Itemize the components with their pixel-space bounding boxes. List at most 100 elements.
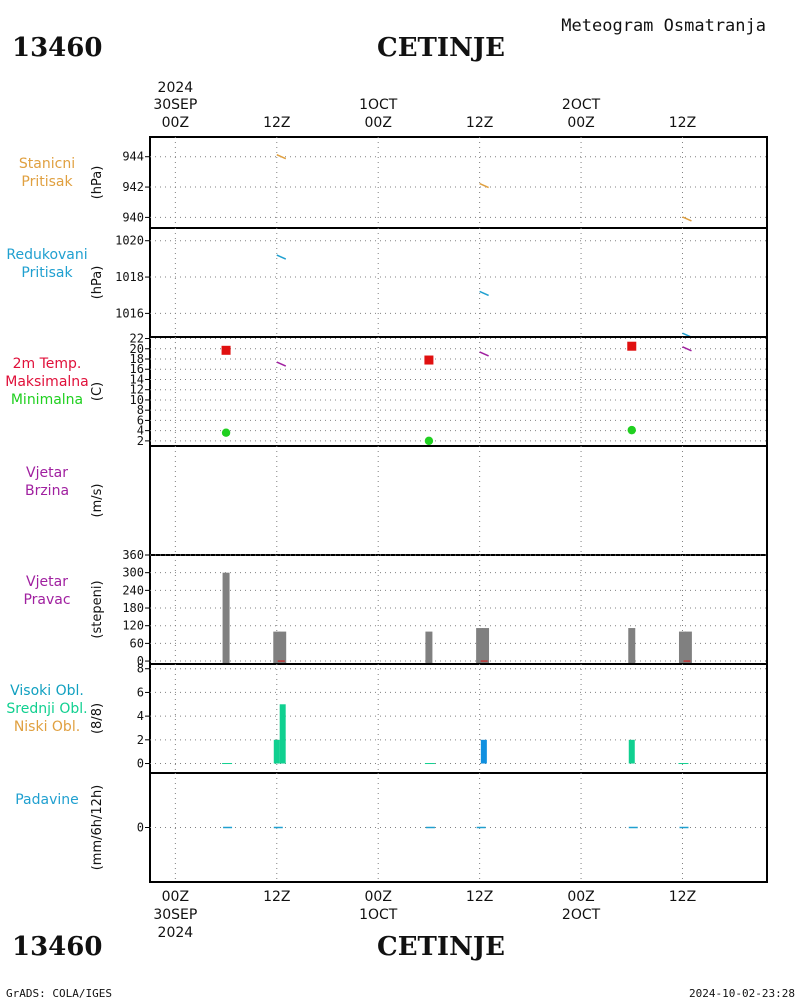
bottom-time-axis: 00Z 30SEP 2024 12Z 00Z 1OCT 12Z 00Z 2OCT 12Z (153, 889, 696, 941)
unit-label: (mm/6h/12h) (90, 785, 105, 871)
y-tick-label: 8 (137, 403, 144, 417)
y-tick-label: 180 (122, 601, 144, 615)
top-axis-year: 2024 (158, 80, 194, 96)
bottom-axis-hour: 00Z (567, 889, 594, 905)
y-tick-label: 1020 (115, 234, 144, 248)
temp-min-marker (424, 436, 434, 446)
y-tick-label: 120 (122, 619, 144, 633)
pressure-point (479, 182, 489, 189)
temperature-point (276, 361, 287, 367)
y-tick-label: 240 (122, 583, 144, 597)
wind-direction-bar (425, 631, 433, 664)
panel-label: Padavine (15, 792, 79, 808)
station-name-top: CETINJE (377, 33, 505, 63)
y-tick-label: 12 (130, 383, 144, 397)
unit-label: (hPa) (90, 166, 105, 200)
panel-label: Vjetar (26, 465, 68, 481)
panel-label: Niski Obl. (14, 719, 80, 735)
temp-min-marker (627, 425, 636, 435)
temp-max-marker (424, 355, 434, 365)
y-tick-label: 1016 (115, 306, 144, 320)
y-tick-label: 944 (122, 150, 144, 164)
wind-direction-bar (279, 631, 287, 664)
unit-label: (stepeni) (90, 580, 105, 638)
panel-label: Maksimalna (5, 374, 89, 390)
y-tick-label: 4 (137, 424, 144, 438)
panel-label: Redukovani (6, 247, 87, 263)
panel-label: Brzina (25, 483, 69, 499)
temperature-point (682, 346, 692, 352)
panels: 940 942 944 Stanicni Pritisak (hPa) 1016 1018 10… (5, 136, 768, 883)
y-tick-label: 6 (137, 413, 144, 427)
panel-label: Stanicni (19, 156, 75, 172)
temperature-point (479, 351, 489, 357)
wind-direction-bar (273, 631, 281, 664)
panel-label: Pritisak (21, 174, 73, 190)
y-tick-label: 18 (130, 352, 144, 366)
panel-label: Pravac (23, 592, 70, 608)
unit-label: (m/s) (90, 484, 105, 518)
top-axis-hour: 12Z (466, 115, 493, 131)
top-axis-date: 1OCT (359, 97, 398, 113)
top-axis-hour: 00Z (567, 115, 594, 131)
panel-padavine: 0 Padavine (mm/6h/12h) (15, 772, 768, 883)
panel-frame (149, 227, 768, 338)
station-id-top: 13460 (12, 33, 102, 63)
y-tick-label: 360 (122, 548, 144, 562)
panel-label: Visoki Obl. (10, 683, 84, 699)
bottom-axis-date: 2OCT (562, 907, 601, 923)
y-tick-label: 22 (130, 332, 144, 346)
top-axis-hour: 00Z (365, 115, 392, 131)
panel-frame (149, 445, 768, 556)
panel-frame (149, 554, 768, 665)
top-axis-hour: 12Z (669, 115, 696, 131)
y-tick-label: 14 (130, 372, 144, 386)
panel-label: Pritisak (21, 265, 73, 281)
y-tick-label: 8 (137, 662, 144, 676)
y-tick-label: 4 (137, 709, 144, 723)
unit-label: (C) (90, 382, 105, 401)
wind-direction-bar (476, 628, 484, 664)
bottom-axis-date: 30SEP (153, 907, 197, 923)
y-tick-label: 2 (137, 434, 144, 448)
bottom-axis-hour: 00Z (162, 889, 189, 905)
cloud-bar (279, 704, 286, 764)
product-title: Meteogram Osmatranja (561, 16, 766, 36)
panel-label: 2m Temp. (13, 356, 82, 372)
timestamp-text: 2024-10-02-23:28 (689, 987, 795, 1000)
cloud-bar (628, 739, 635, 764)
panel-frame (149, 772, 768, 883)
pressure-point (276, 254, 287, 260)
wind-direction-bar (684, 631, 692, 664)
unit-label: (hPa) (90, 266, 105, 300)
wind-direction-bar (678, 631, 686, 664)
y-tick-label: 940 (122, 210, 144, 224)
pressure-point (682, 216, 692, 222)
y-tick-label: 942 (122, 180, 144, 194)
top-axis-hour: 00Z (162, 115, 189, 131)
pressure-point (276, 154, 287, 160)
panel-frame (149, 663, 768, 774)
y-tick-label: 60 (130, 636, 144, 650)
panel-label: Srednji Obl. (6, 701, 87, 717)
y-tick-label: 1018 (115, 270, 144, 284)
bottom-axis-year: 2024 (158, 925, 194, 941)
top-axis-hour: 12Z (263, 115, 290, 131)
cloud-bar (480, 739, 487, 764)
bottom-axis-hour: 00Z (365, 889, 392, 905)
y-tick-label: 0 (137, 757, 144, 771)
y-tick-label: 0 (137, 821, 144, 835)
bottom-axis-hour: 12Z (466, 889, 493, 905)
station-name-bottom: CETINJE (377, 932, 505, 962)
station-id-bottom: 13460 (12, 932, 102, 962)
wind-direction-bar (222, 572, 230, 664)
panel-label: Vjetar (26, 574, 68, 590)
panel-frame (149, 336, 768, 447)
wind-direction-bar (628, 628, 636, 664)
y-tick-label: 0 (137, 654, 144, 668)
bottom-axis-hour: 12Z (263, 889, 290, 905)
temp-max-marker (221, 345, 231, 355)
temp-min-marker (221, 428, 231, 437)
